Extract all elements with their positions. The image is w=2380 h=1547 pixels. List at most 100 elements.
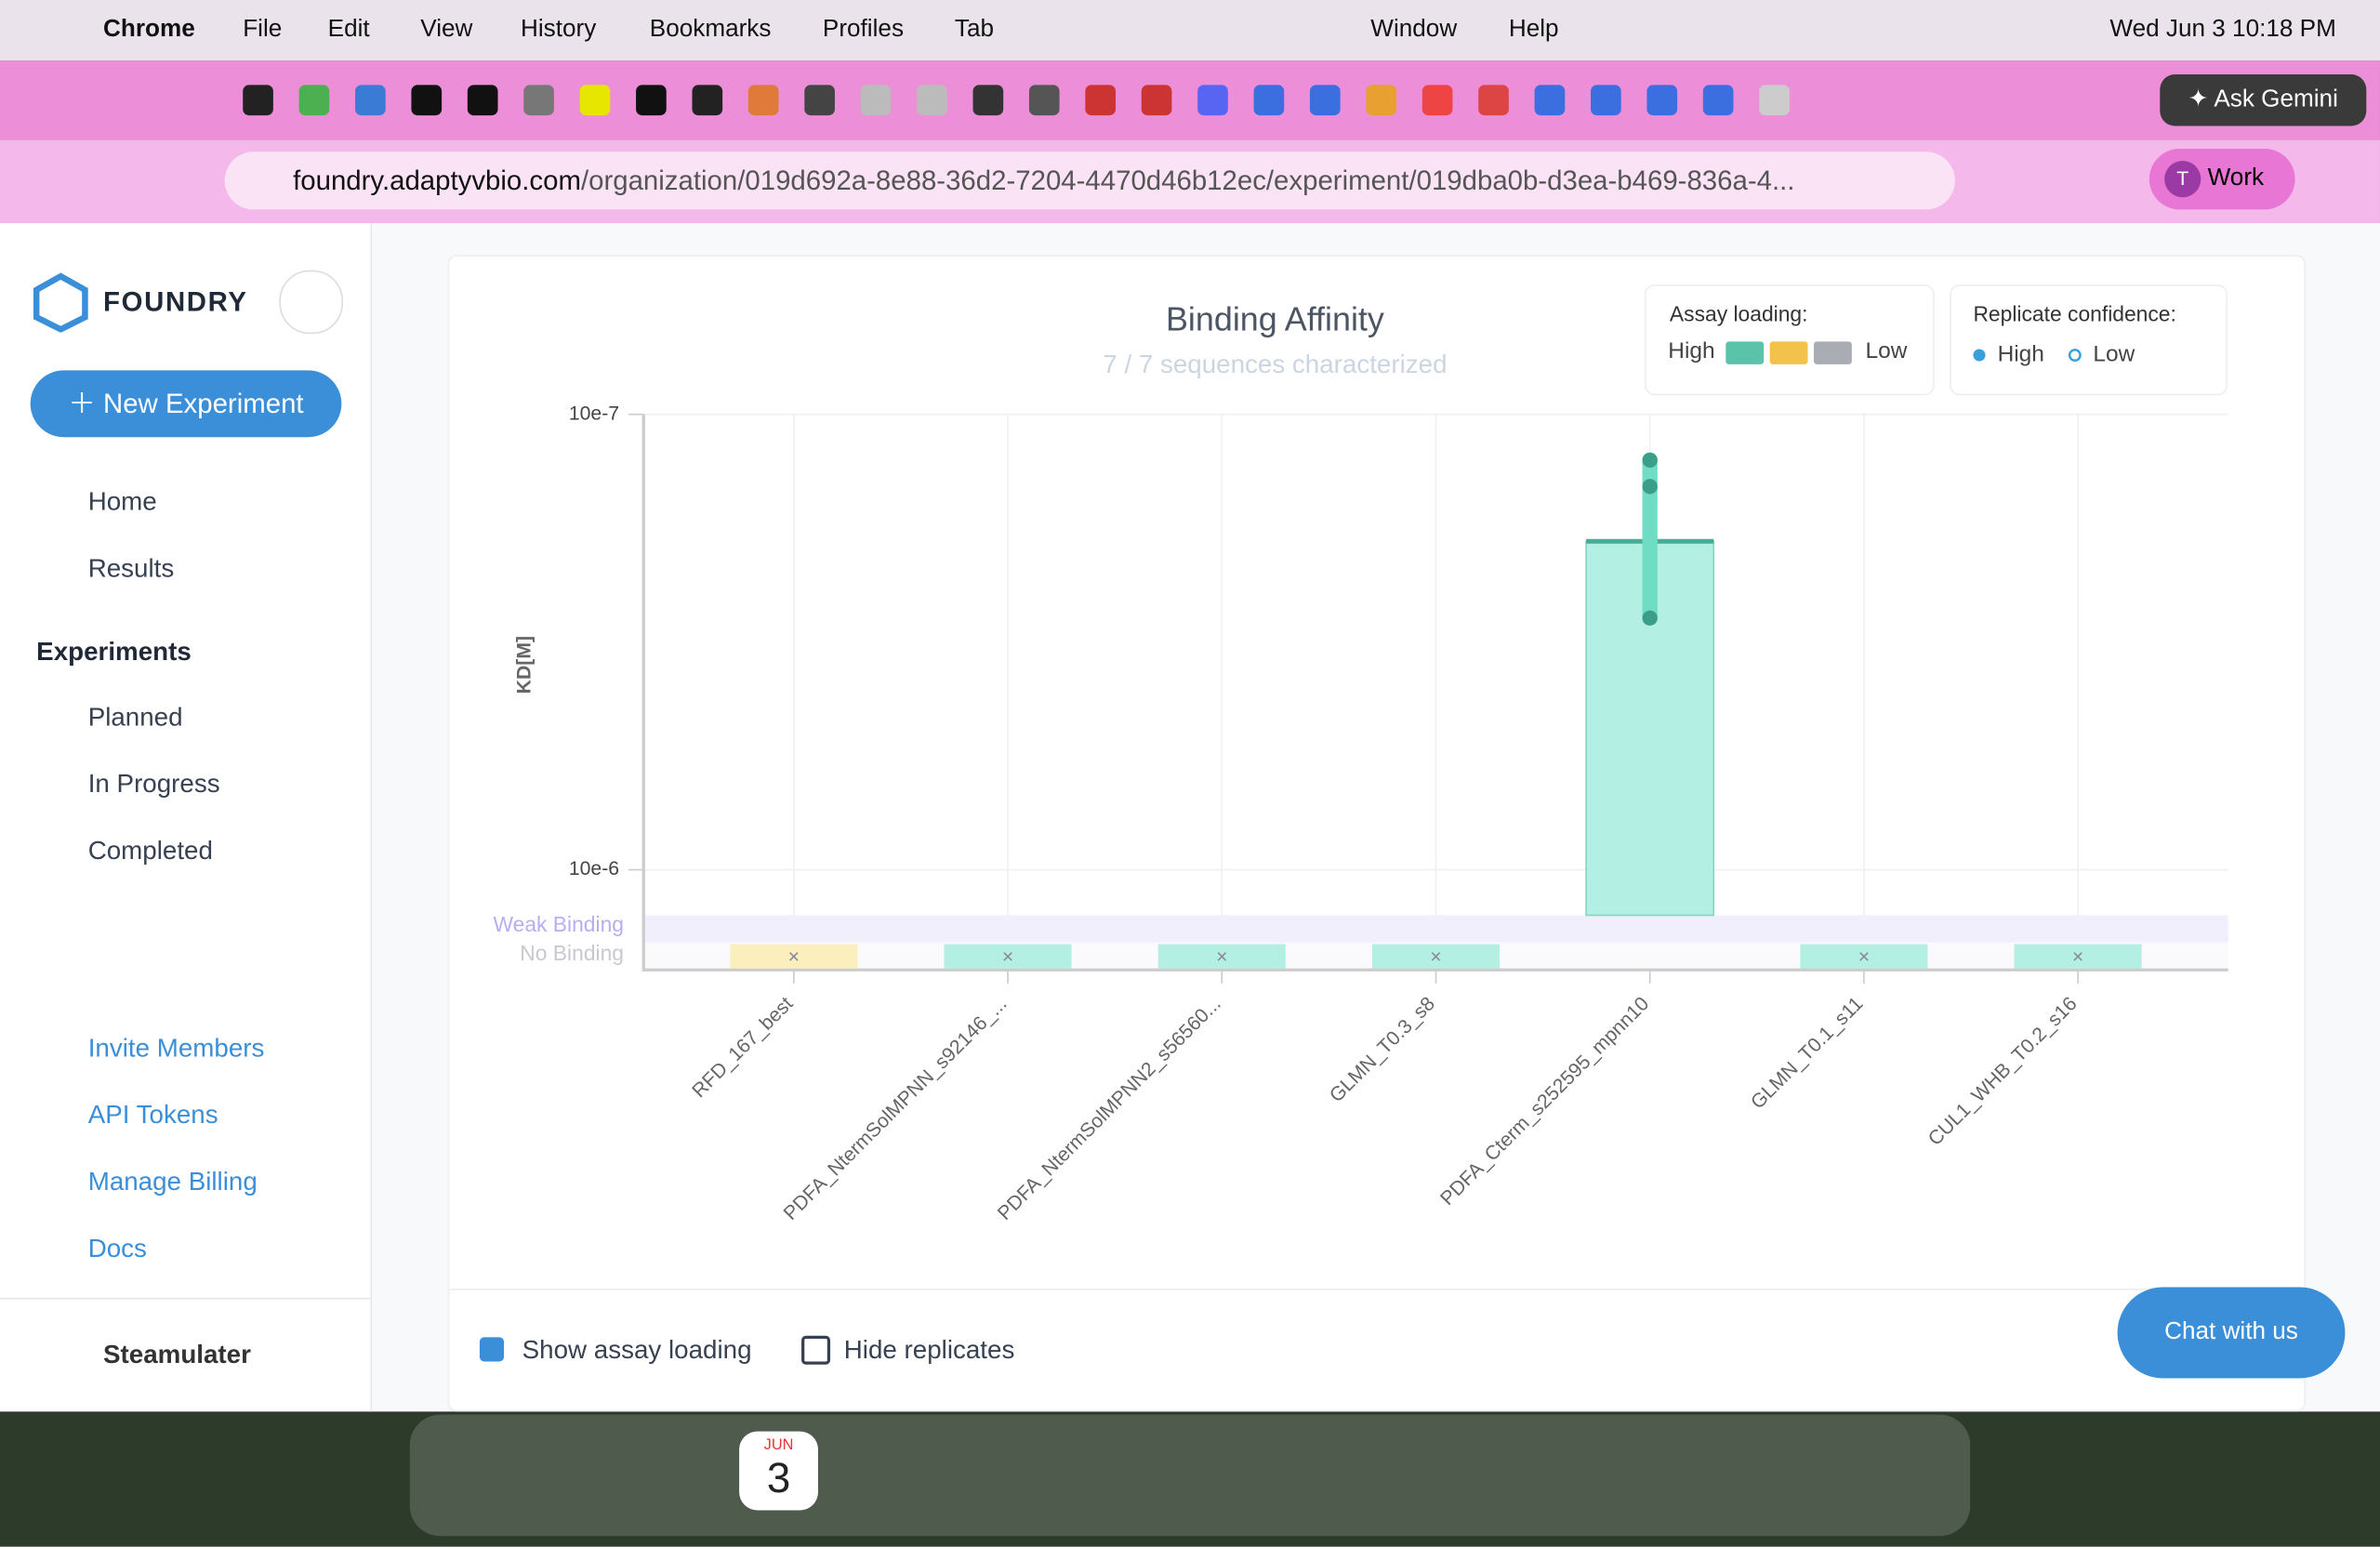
tab-icon[interactable] <box>1085 85 1116 116</box>
tab-icon[interactable] <box>298 85 330 116</box>
new-experiment[interactable]: ＋ New Experiment <box>30 370 342 438</box>
experiment-filter[interactable]: Completed <box>87 836 213 866</box>
tab-icon[interactable] <box>1141 85 1172 116</box>
experiment-filter[interactable]: Planned <box>87 702 183 732</box>
x-tick-label: PDFA_NtermSolMPNN_s92146_... <box>780 993 1012 1224</box>
sidebar-link[interactable]: Manage Billing <box>87 1167 258 1197</box>
no-binding-marker: × <box>2072 946 2083 968</box>
profile-name: Work <box>2207 165 2265 192</box>
calendar-day: 3 <box>766 1454 791 1501</box>
no-binding-marker: × <box>1430 946 1441 968</box>
replicate-point <box>1642 452 1658 469</box>
tab-icon[interactable] <box>1028 85 1060 116</box>
sidebar-link[interactable]: Docs <box>87 1234 147 1263</box>
menu-item[interactable]: Bookmarks <box>649 16 772 43</box>
tab-icon[interactable] <box>1534 85 1566 116</box>
chart-subtitle: 7 / 7 sequences characterized <box>1103 350 1447 378</box>
legend-label: Low <box>2093 342 2135 367</box>
no-binding-bar <box>2014 944 2142 969</box>
logo <box>33 272 88 333</box>
no-binding-marker: × <box>1216 946 1227 968</box>
x-tick-label: CUL1_WHB_T0.2_s16 <box>1924 993 2082 1150</box>
tab-icon[interactable] <box>579 85 611 116</box>
menu-item[interactable]: Edit <box>327 16 370 43</box>
menu-item[interactable]: Tab <box>954 16 995 43</box>
ask-gemini[interactable]: ✦ Ask Gemini <box>2160 73 2367 126</box>
menu-item[interactable]: Help <box>1508 16 1559 43</box>
band-label: Weak Binding <box>493 912 624 936</box>
legend-swatch <box>1814 341 1852 364</box>
tab-icon[interactable] <box>747 85 779 116</box>
brand: FOUNDRY <box>103 286 248 318</box>
experiment-filter[interactable]: In Progress <box>87 769 220 799</box>
no-binding-marker: × <box>788 946 800 968</box>
hide-replicates-checkbox[interactable] <box>801 1335 831 1365</box>
tab-icon[interactable] <box>692 85 723 116</box>
tab-icon[interactable] <box>411 85 443 116</box>
url-bar[interactable]: foundry.adaptyvbio.com/organization/019d… <box>224 152 1955 210</box>
tab-icon[interactable] <box>1702 85 1734 116</box>
tab-icon[interactable] <box>1478 85 1509 116</box>
show-loading-label[interactable]: Show assay loading <box>522 1335 752 1365</box>
y-axis-label: KD[M] <box>514 636 536 694</box>
url-path: /organization/019d692a-8e88-36d2-7204-44… <box>580 165 1795 196</box>
band-label: No Binding <box>520 941 624 965</box>
sidebar: FOUNDRY ＋ New Experiment Experiments Ste… <box>0 222 372 1412</box>
tab-icon[interactable] <box>243 85 273 116</box>
tab-icon[interactable] <box>1253 85 1285 116</box>
weak-binding-band <box>643 915 2228 943</box>
tab-icon[interactable] <box>467 85 498 116</box>
legend-box <box>1644 284 1935 396</box>
tab-icon[interactable] <box>917 85 947 116</box>
profile[interactable]: T Work <box>2149 148 2295 210</box>
legend-label: High <box>1668 338 1714 364</box>
chat-label: Chat with us <box>2164 1318 2298 1345</box>
x-tick-label: GLMN_T0.1_s11 <box>1747 993 1867 1113</box>
tab-icon[interactable] <box>523 85 554 116</box>
tab-icon[interactable] <box>1759 85 1790 116</box>
tab-icon[interactable] <box>1366 85 1397 116</box>
tab-icon[interactable] <box>1197 85 1228 116</box>
no-binding-bar <box>944 944 1072 969</box>
sidebar-link[interactable]: Invite Members <box>87 1033 265 1063</box>
legend-label: Low <box>1866 338 1908 364</box>
no-binding-bar <box>1371 944 1501 969</box>
section-title: Experiments <box>36 637 192 667</box>
menu-item[interactable]: Window <box>1370 16 1458 43</box>
tab-icon[interactable] <box>355 85 386 116</box>
menu-item[interactable]: History <box>520 16 597 43</box>
nav-item[interactable]: Results <box>87 553 175 583</box>
tab-icon[interactable] <box>1421 85 1453 116</box>
new-experiment-label: New Experiment <box>102 388 304 419</box>
legend-dot <box>1973 349 1986 362</box>
y-tick-label: 10e-7 <box>569 403 619 424</box>
menu-item[interactable]: File <box>243 16 283 43</box>
tab-icon[interactable] <box>1646 85 1678 116</box>
calendar-icon[interactable]: JUN 3 <box>739 1431 818 1511</box>
tab-icon[interactable] <box>804 85 835 116</box>
hide-replicates-label[interactable]: Hide replicates <box>843 1335 1015 1365</box>
org-name[interactable]: Steamulater <box>103 1340 251 1369</box>
tab-icon[interactable] <box>1309 85 1341 116</box>
sidebar-link[interactable]: API Tokens <box>87 1100 218 1130</box>
menu-bar: Chrome Wed Jun 3 10:18 PM File Edit View Hi… <box>0 0 2380 61</box>
menu-item[interactable]: Profiles <box>822 16 905 43</box>
dock: JUN 3 <box>409 1414 1971 1537</box>
x-tick-label: RFD_167_best <box>688 993 797 1102</box>
ask-gemini-label: Ask Gemini <box>2214 86 2338 112</box>
legend-swatch <box>1769 341 1808 364</box>
tab-icon[interactable] <box>860 85 892 116</box>
show-loading-checkbox[interactable] <box>479 1337 505 1362</box>
tab-icon[interactable] <box>972 85 1004 116</box>
legend-box <box>1950 284 2228 396</box>
chat-button[interactable]: Chat with us <box>2117 1287 2346 1379</box>
no-binding-marker: × <box>1002 946 1013 968</box>
menu-item[interactable]: View <box>420 16 473 43</box>
nav-item[interactable]: Home <box>87 487 157 517</box>
inbox-button[interactable] <box>279 270 343 335</box>
tab-icon[interactable] <box>1591 85 1621 116</box>
tab-icon[interactable] <box>636 85 667 116</box>
